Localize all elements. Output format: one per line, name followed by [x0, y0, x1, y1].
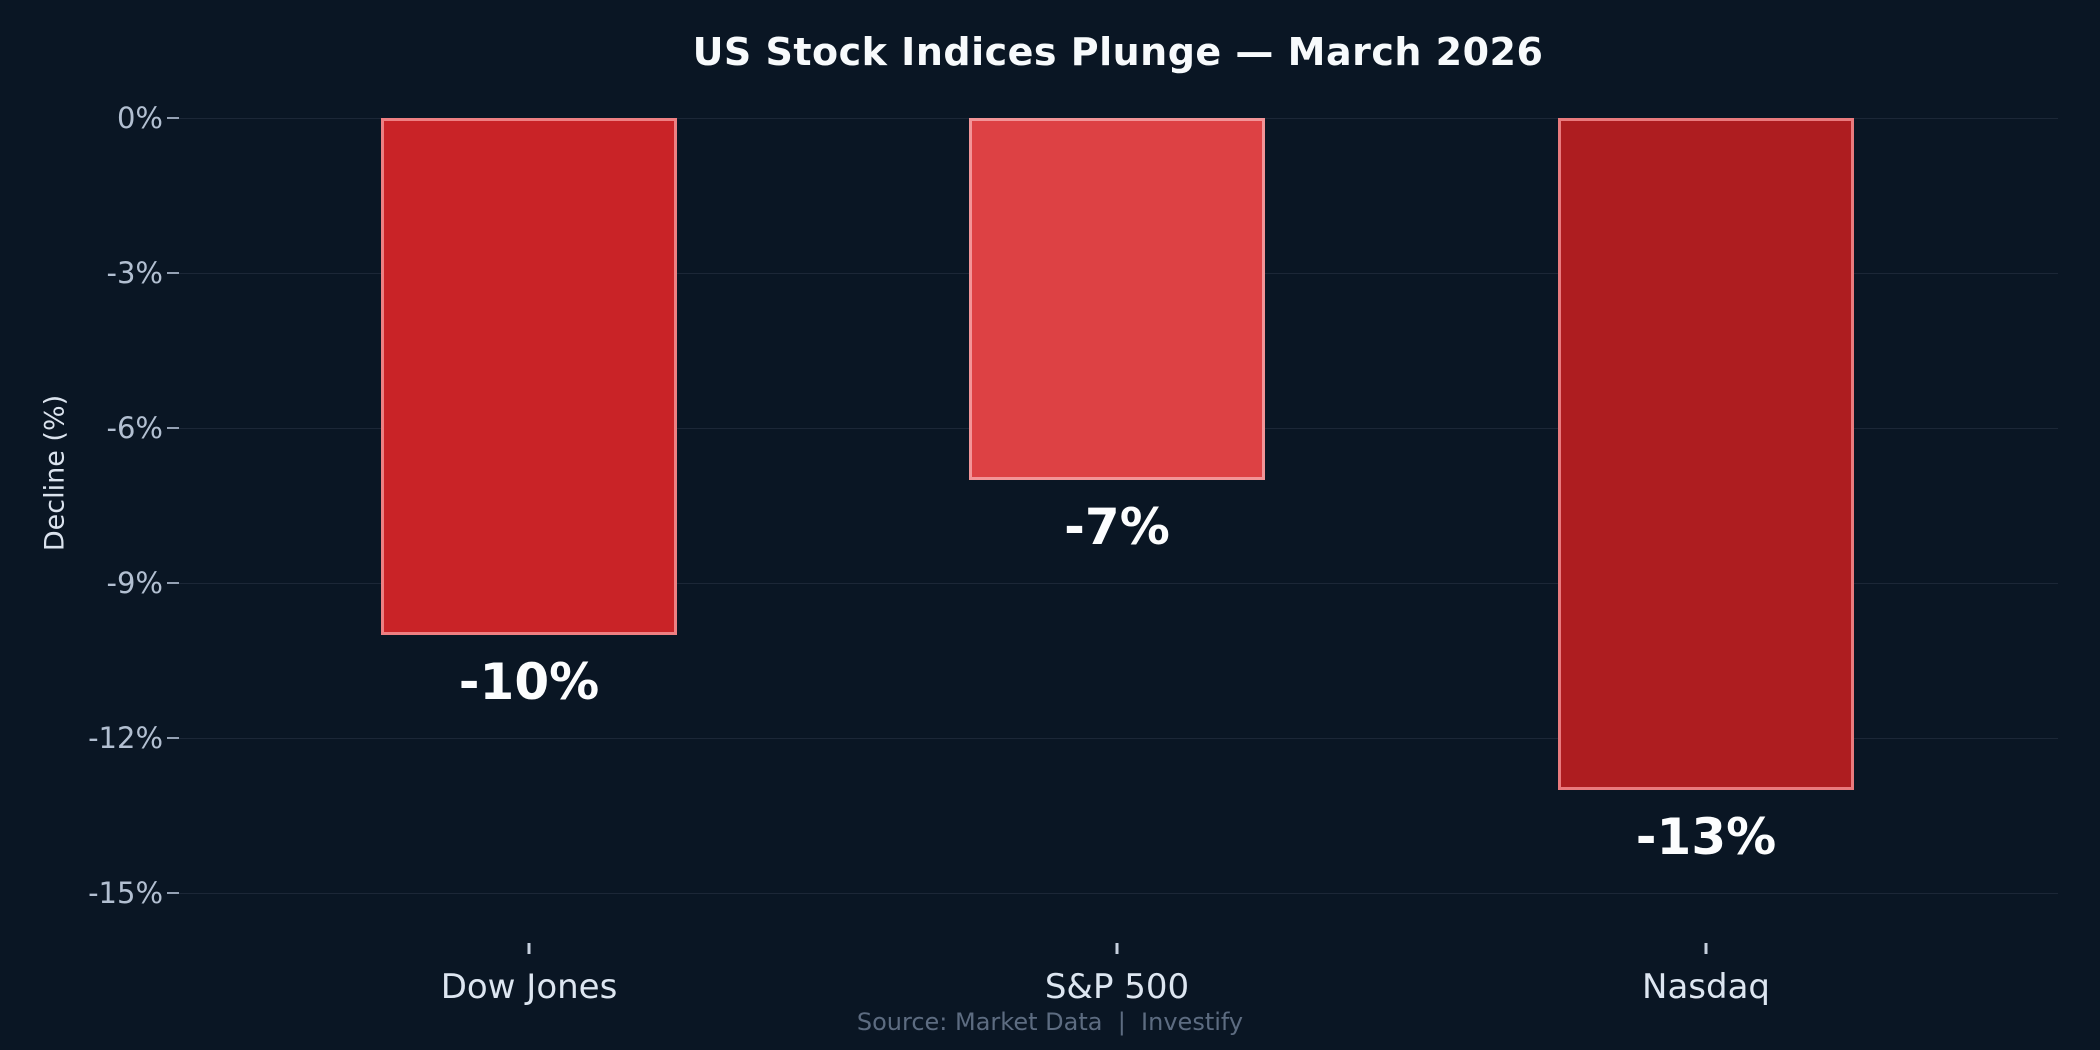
gridline--15% — [178, 892, 2058, 894]
y-tick-label: -15% — [88, 876, 163, 911]
y-tick-label: -3% — [106, 256, 163, 290]
x-tick-mark — [1704, 943, 1708, 954]
bar-value-label: -10% — [458, 652, 600, 711]
x-tick-mark — [527, 943, 531, 954]
y-tick-mark — [167, 892, 179, 895]
y-tick-mark — [167, 427, 179, 430]
y-tick-label: -9% — [106, 566, 163, 601]
y-tick-mark — [167, 737, 179, 740]
source-attribution: Source: Market Data | Investify — [856, 1008, 1244, 1036]
gridline--9% — [178, 582, 2058, 584]
bar-value-label: -7% — [1064, 497, 1170, 556]
y-tick-label: -12% — [88, 721, 163, 756]
y-tick-mark — [167, 272, 179, 274]
x-category-label: Dow Jones — [440, 967, 618, 1007]
y-tick-label: -6% — [106, 411, 163, 446]
x-tick-mark — [1115, 943, 1119, 954]
bar-dow-jones — [381, 118, 677, 635]
bar-value-label: -13% — [1635, 807, 1777, 866]
y-tick-label: 0% — [116, 101, 163, 135]
x-category-label: S&P 500 — [1044, 967, 1190, 1007]
x-category-label: Nasdaq — [1642, 967, 1770, 1007]
bar-nasdaq — [1558, 118, 1854, 790]
gridline--12% — [178, 737, 2058, 739]
bar-s-p-500 — [969, 118, 1265, 480]
y-tick-mark — [167, 582, 179, 585]
y-tick-mark — [167, 117, 179, 119]
y-axis-label: Decline (%) — [39, 394, 71, 552]
chart-title: US Stock Indices Plunge — March 2026 — [692, 30, 1544, 74]
